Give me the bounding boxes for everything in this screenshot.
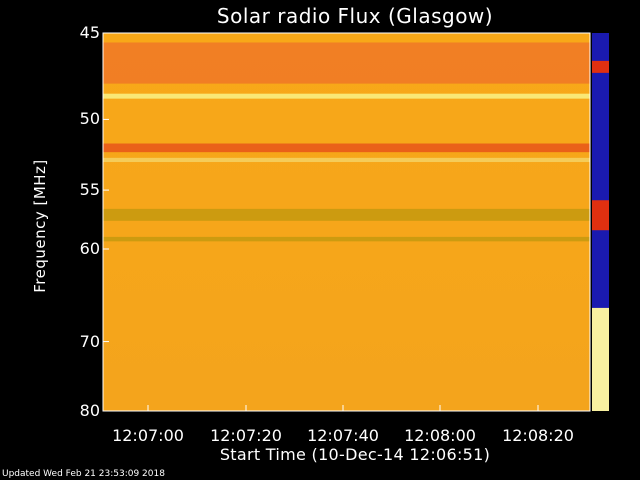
frequency-band [103, 157, 590, 163]
spectrogram-area [103, 33, 590, 411]
y-tick-label: 60 [79, 239, 100, 258]
y-axis-label: Frequency [MHz] [31, 159, 49, 293]
intensity-strip [592, 33, 609, 411]
chart-title: Solar radio Flux (Glasgow) [216, 4, 494, 28]
frequency-band [103, 42, 590, 84]
x-tick-label: 12:07:40 [307, 426, 379, 445]
frequency-band [103, 93, 590, 99]
x-axis-label: Start Time (10-Dec-14 12:06:51) [219, 445, 491, 464]
y-tick-label: 45 [79, 23, 100, 42]
frequency-band [103, 236, 590, 242]
plot-frame [102, 32, 591, 412]
y-tick-label: 80 [79, 401, 100, 420]
x-tick-label: 12:07:00 [112, 426, 184, 445]
x-tick-label: 12:07:20 [210, 426, 282, 445]
updated-timestamp: Updated Wed Feb 21 23:53:09 2018 [2, 469, 165, 479]
strip-hot-segment [592, 60, 609, 73]
strip-hot-segment [592, 200, 609, 231]
strip-pale-segment [592, 307, 609, 411]
frequency-band [103, 208, 590, 221]
y-tick-label: 55 [79, 180, 100, 200]
x-tick-label: 12:08:20 [502, 426, 574, 445]
x-tick-label: 12:08:00 [404, 426, 476, 445]
frequency-band [103, 143, 590, 153]
y-tick-label: 70 [79, 331, 100, 351]
spectrogram-bands [103, 42, 590, 242]
axes [102, 32, 591, 412]
y-tick-label: 50 [79, 109, 100, 129]
